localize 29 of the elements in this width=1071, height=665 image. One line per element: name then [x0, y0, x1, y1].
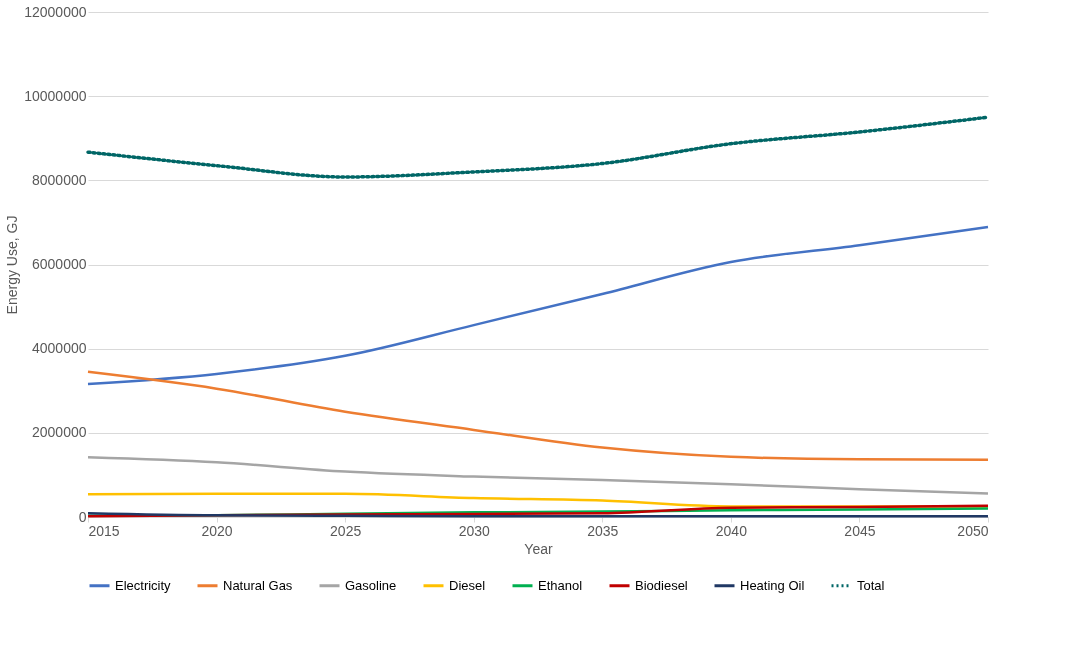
x-tick-label: 2025: [330, 522, 362, 539]
x-tick-label: 2020: [201, 522, 233, 539]
y-tick-label: 6000000: [31, 256, 87, 272]
legend-label: Diesel: [449, 577, 486, 593]
x-tick-label: 2050: [957, 522, 989, 539]
legend-label: Natural Gas: [223, 577, 293, 593]
legend-label: Ethanol: [538, 577, 583, 593]
x-tick-label: 2040: [715, 522, 748, 539]
y-tick-label: 12000000: [24, 3, 87, 20]
y-tick-label: 4000000: [31, 340, 87, 357]
x-tick-label: 2045: [844, 522, 876, 539]
y-tick-label: 0: [78, 508, 87, 525]
x-tick-label: 2035: [587, 522, 619, 539]
y-tick-label: 2000000: [31, 424, 87, 441]
line-series: [86, 455, 990, 495]
y-axis-title: Energy Use, GJ: [4, 215, 21, 315]
legend-label: Heating Oil: [740, 577, 805, 593]
legend-label: Total: [857, 577, 885, 593]
x-axis-title: Year: [524, 540, 553, 557]
y-tick-label: 8000000: [31, 171, 87, 188]
x-tick-label: 2030: [458, 522, 490, 539]
line-series: [86, 370, 990, 462]
x-tick-label: 2015: [88, 522, 120, 539]
line-series: [86, 225, 990, 386]
legend-label: Biodiesel: [635, 577, 688, 593]
y-tick-label: 10000000: [24, 87, 87, 104]
legend-label: Electricity: [115, 577, 172, 593]
legend-label: Gasoline: [345, 577, 397, 593]
line-series: [86, 115, 990, 179]
